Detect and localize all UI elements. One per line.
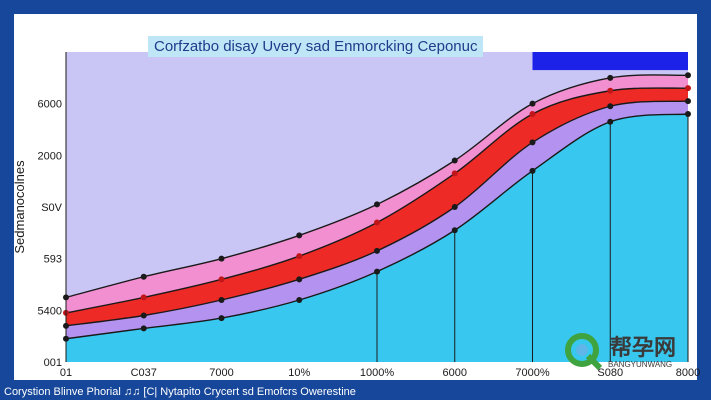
y-tick-label: 593 xyxy=(44,254,62,266)
data-point xyxy=(218,276,225,283)
x-tick-label: 01 xyxy=(60,367,72,379)
border-left xyxy=(0,0,14,400)
x-tick-label: 6000 xyxy=(443,367,467,379)
data-point xyxy=(451,157,458,164)
data-point xyxy=(685,72,691,79)
watermark-subtext: BANGYUNWANG xyxy=(608,360,673,369)
watermark: 帮孕网 BANGYUNWANG xyxy=(560,330,690,372)
y-axis-label: Sedmanocolnes xyxy=(12,160,27,254)
data-point xyxy=(451,170,458,177)
data-point xyxy=(451,204,458,210)
data-point xyxy=(218,315,225,322)
footer-caption: Corystion Blinve Phorial ♫♫ [C| Nytapito… xyxy=(4,386,356,398)
data-point xyxy=(296,276,303,283)
x-tick-label: 10% xyxy=(288,367,310,379)
data-point xyxy=(374,219,380,226)
data-point xyxy=(529,111,536,117)
x-tick-label: S080 xyxy=(597,367,623,379)
data-point xyxy=(607,87,614,94)
chart-title: Corfzatbo disay Uvery sad Enmorcking Cep… xyxy=(148,36,484,57)
data-point xyxy=(296,232,303,239)
x-tick-label: 7000% xyxy=(515,367,549,379)
data-point xyxy=(218,255,225,262)
x-tick-label: 1000% xyxy=(360,367,394,379)
top-band xyxy=(532,52,688,71)
data-point xyxy=(140,294,147,301)
data-point xyxy=(140,312,147,319)
data-point xyxy=(218,297,225,303)
border-bottom: Corystion Blinve Phorial ♫♫ [C| Nytapito… xyxy=(0,380,711,400)
y-tick-label: 6000 xyxy=(38,99,62,111)
data-point xyxy=(140,273,147,280)
y-tick-label: 5400 xyxy=(38,305,62,317)
data-point xyxy=(374,247,380,254)
data-point xyxy=(296,253,303,260)
border-right xyxy=(697,0,711,400)
data-point xyxy=(140,325,147,332)
data-point xyxy=(374,201,380,208)
x-tick-label: C037 xyxy=(131,367,157,379)
x-tick-label: 7000 xyxy=(209,367,233,379)
data-point xyxy=(296,297,303,303)
border-top xyxy=(0,0,711,14)
y-tick-label: 2000 xyxy=(38,150,62,162)
y-tick-label: 001 xyxy=(44,357,62,369)
watermark-logo-icon xyxy=(565,333,603,371)
data-point xyxy=(607,74,614,81)
data-point xyxy=(607,103,614,110)
x-tick-label: 8000 xyxy=(676,367,700,379)
data-point xyxy=(529,100,536,107)
data-point xyxy=(529,139,536,146)
data-point xyxy=(685,98,691,105)
data-point xyxy=(685,85,691,92)
series-line-3 xyxy=(65,100,689,327)
watermark-text: 帮孕网 xyxy=(610,336,677,361)
y-tick-label: S0V xyxy=(41,202,62,214)
